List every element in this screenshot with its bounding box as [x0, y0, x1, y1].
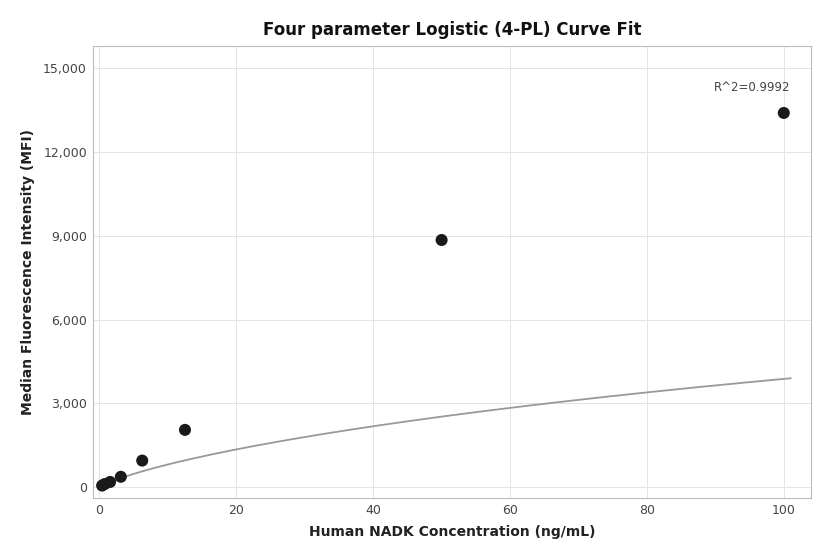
- Text: R^2=0.9992: R^2=0.9992: [714, 81, 790, 94]
- X-axis label: Human NADK Concentration (ng/mL): Human NADK Concentration (ng/mL): [309, 525, 595, 539]
- Point: [435, 236, 448, 245]
- Point: [114, 472, 127, 481]
- Point: [136, 456, 149, 465]
- Point: [178, 426, 191, 435]
- Y-axis label: Median Fluorescence Intensity (MFI): Median Fluorescence Intensity (MFI): [21, 129, 35, 415]
- Point: [96, 481, 109, 490]
- Point: [103, 478, 116, 487]
- Point: [777, 109, 790, 118]
- Title: Four parameter Logistic (4-PL) Curve Fit: Four parameter Logistic (4-PL) Curve Fit: [263, 21, 641, 39]
- Point: [98, 479, 111, 488]
